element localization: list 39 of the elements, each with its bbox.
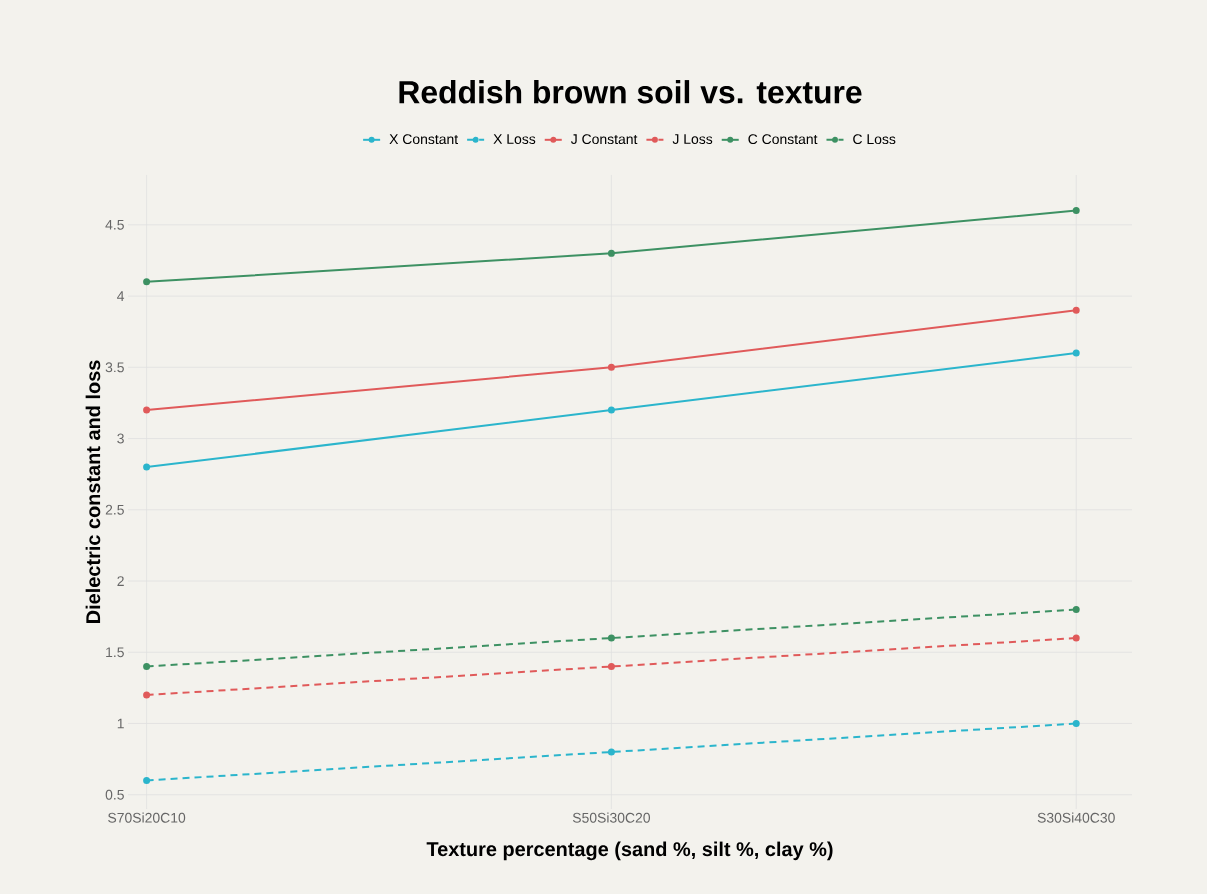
y-tick-label: 1 — [117, 718, 124, 729]
point — [607, 663, 615, 671]
y-tick-label: 4.5 — [105, 219, 124, 230]
point — [143, 691, 151, 699]
y-tick-label: 2.5 — [105, 504, 124, 515]
point — [143, 776, 151, 784]
y-tick-label: 0.5 — [105, 789, 124, 800]
point — [1072, 720, 1080, 727]
point — [143, 463, 151, 471]
legend-label: J Loss — [672, 134, 713, 145]
x-tick-label: S50Si30C20 — [572, 812, 651, 823]
y-tick-label: 3 — [117, 433, 124, 444]
legend-label: X Constant — [389, 134, 459, 145]
point — [143, 406, 151, 414]
point — [1072, 306, 1080, 314]
y-tick-label: 4 — [117, 291, 125, 301]
x-tick-label: S70Si20C10 — [108, 812, 186, 823]
y-tick-label: 2 — [117, 576, 124, 586]
legend-label: X Loss — [493, 134, 536, 145]
point — [607, 634, 615, 642]
y-tick-label: 1.5 — [106, 647, 124, 658]
legend-label: J Constant — [570, 134, 638, 145]
chart-title: Reddish brown soil vs. texture — [399, 80, 862, 104]
y-axis-title: Dielectric constant and loss — [85, 360, 101, 623]
point — [143, 663, 151, 671]
point — [1072, 349, 1080, 357]
point — [607, 406, 615, 414]
point — [1072, 606, 1080, 614]
point — [607, 363, 615, 371]
x-axis-title: Texture percentage (sand %, silt %, clay %) — [426, 841, 833, 861]
legend-label: C Constant — [748, 134, 818, 145]
point — [143, 278, 151, 286]
y-tick-label: 3.5 — [105, 362, 124, 373]
point — [607, 748, 615, 756]
x-tick-label: S30Si40C30 — [1037, 812, 1115, 823]
point — [1072, 634, 1080, 642]
point — [1072, 207, 1080, 215]
legend-label: C Loss — [853, 134, 896, 145]
point — [607, 249, 615, 257]
